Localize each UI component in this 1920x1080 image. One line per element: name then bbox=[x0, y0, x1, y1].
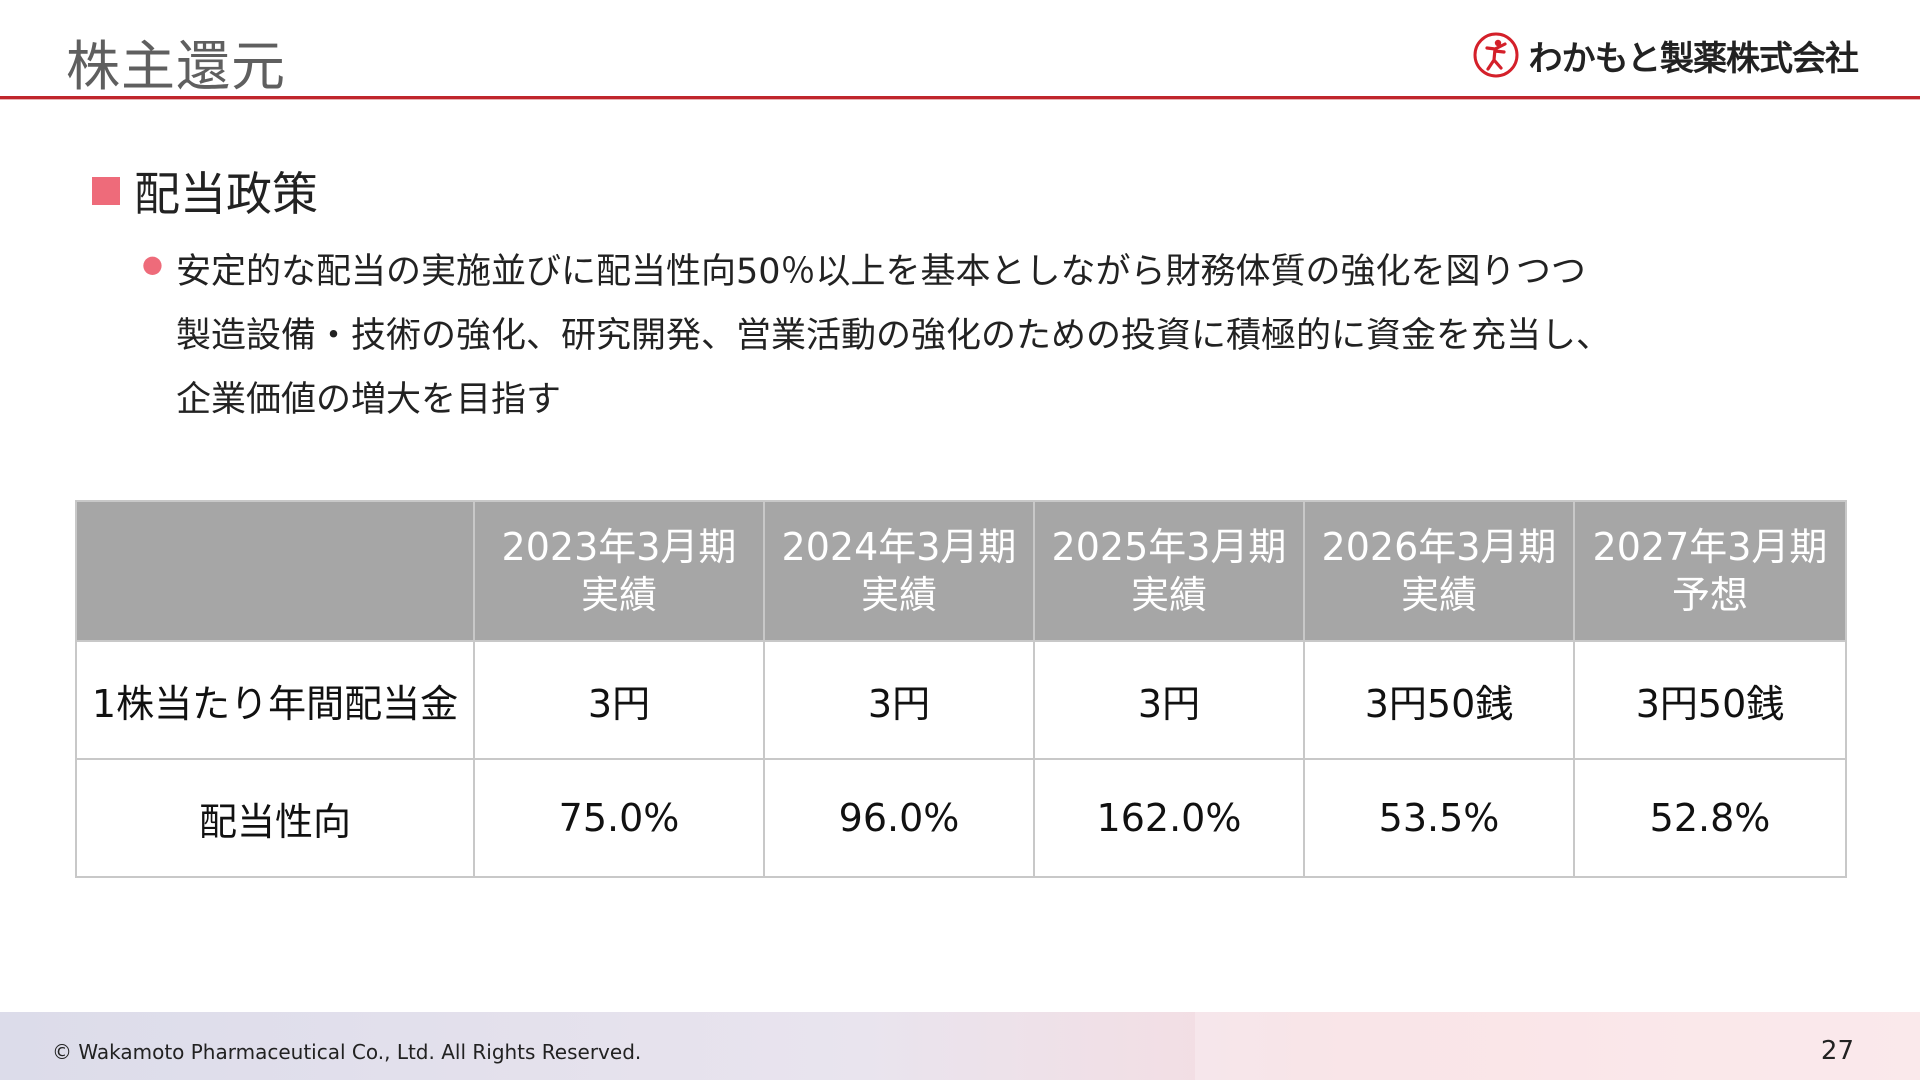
column-period: 2025年3月期 bbox=[1051, 525, 1287, 569]
column-period: 2027年3月期 bbox=[1592, 525, 1828, 569]
column-period: 2024年3月期 bbox=[781, 525, 1017, 569]
table-header-row: 2023年3月期 実績 2024年3月期 実績 2025年3月期 実績 2026年3月… bbox=[75, 500, 1847, 642]
section-heading-text: 配当政策 bbox=[134, 167, 318, 221]
table-header-cell: 2023年3月期 実績 bbox=[473, 500, 765, 642]
section-square-icon bbox=[92, 177, 120, 205]
table-cell: 3円 bbox=[763, 640, 1035, 760]
column-period: 2026年3月期 bbox=[1321, 525, 1557, 569]
table-header-cell: 2025年3月期 実績 bbox=[1033, 500, 1305, 642]
bullet-line: 企業価値の増大を目指す bbox=[176, 380, 562, 420]
header-rule bbox=[0, 96, 1920, 99]
table-cell: 75.0% bbox=[473, 758, 765, 878]
bullet-dot-icon: ● bbox=[142, 250, 163, 278]
column-type: 予想 bbox=[1671, 573, 1748, 617]
row-label: 1株当たり年間配当金 bbox=[75, 640, 475, 760]
row-label: 配当性向 bbox=[75, 758, 475, 878]
company-logo: わかもと製薬株式会社 bbox=[1471, 30, 1859, 80]
section-heading: 配当政策 bbox=[92, 158, 318, 224]
header-rule-shadow bbox=[0, 99, 1920, 100]
table-header-empty bbox=[75, 500, 475, 642]
table-cell: 96.0% bbox=[763, 758, 1035, 878]
copyright-text: © Wakamoto Pharmaceutical Co., Ltd. All … bbox=[52, 1040, 642, 1064]
table-row: 配当性向 75.0% 96.0% 162.0% 53.5% 52.8% bbox=[75, 758, 1847, 878]
footer-band-shade bbox=[1195, 1012, 1920, 1080]
table-cell: 3円 bbox=[1033, 640, 1305, 760]
table-cell: 53.5% bbox=[1303, 758, 1575, 878]
footer-band bbox=[0, 1012, 1920, 1080]
table-header-cell: 2026年3月期 実績 bbox=[1303, 500, 1575, 642]
table-header-cell: 2024年3月期 実績 bbox=[763, 500, 1035, 642]
wakamoto-logo-icon bbox=[1473, 32, 1519, 78]
table-cell: 3円 bbox=[473, 640, 765, 760]
logo-text: わかもと製薬株式会社 bbox=[1528, 38, 1859, 79]
bullet-line: 製造設備・技術の強化、研究開発、営業活動の強化のための投資に積極的に資金を充当し… bbox=[176, 316, 1612, 356]
table-row: 1株当たり年間配当金 3円 3円 3円 3円50銭 3円50銭 bbox=[75, 640, 1847, 760]
table-cell: 52.8% bbox=[1573, 758, 1847, 878]
page-title: 株主還元 bbox=[66, 35, 286, 98]
table-cell: 3円50銭 bbox=[1303, 640, 1575, 760]
column-type: 実績 bbox=[1400, 573, 1477, 617]
column-type: 実績 bbox=[860, 573, 937, 617]
table-cell: 162.0% bbox=[1033, 758, 1305, 878]
bullet-line: 安定的な配当の実施並びに配当性向50％以上を基本としながら財務体質の強化を図りつ… bbox=[176, 252, 1586, 292]
column-type: 実績 bbox=[1130, 573, 1207, 617]
policy-bullet: ● 安定的な配当の実施並びに配当性向50％以上を基本としながら財務体質の強化を図… bbox=[142, 240, 1611, 432]
table-cell: 3円50銭 bbox=[1573, 640, 1847, 760]
column-period: 2023年3月期 bbox=[501, 525, 737, 569]
column-type: 実績 bbox=[580, 573, 657, 617]
page-number: 27 bbox=[1820, 1036, 1854, 1066]
table-header-cell: 2027年3月期 予想 bbox=[1573, 500, 1847, 642]
bullet-text: 安定的な配当の実施並びに配当性向50％以上を基本としながら財務体質の強化を図りつ… bbox=[176, 240, 1611, 432]
dividend-table: 2023年3月期 実績 2024年3月期 実績 2025年3月期 実績 2026年3月… bbox=[75, 500, 1847, 878]
